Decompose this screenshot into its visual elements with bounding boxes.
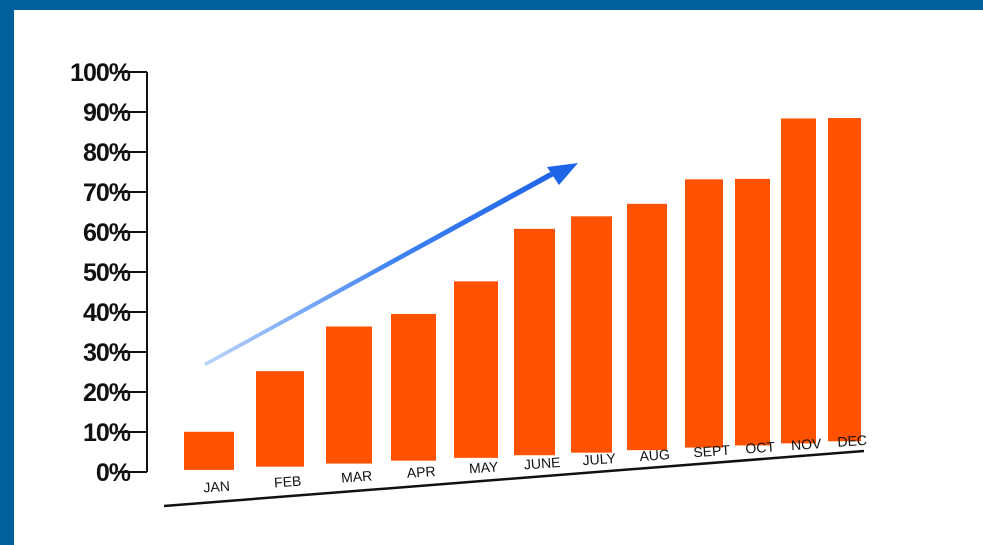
x-tick-label: JAN [203, 478, 231, 496]
bar-sept [685, 179, 723, 448]
y-tick-label: 100% [70, 59, 131, 87]
y-tick-label: 10% [83, 419, 131, 447]
x-tick-label: OCT [745, 438, 776, 456]
bar-feb [256, 371, 304, 467]
y-tick-label: 90% [83, 99, 131, 127]
bar-jan [184, 431, 234, 470]
trend-arrow-icon [204, 163, 578, 366]
bar-june [514, 228, 555, 456]
x-axis-labels: JAN FEB MAR APR MAY JUNE JULY AUG SEPT OCT NOV DEC [203, 432, 868, 496]
y-tick-label: 70% [83, 179, 131, 207]
x-tick-label: APR [406, 463, 436, 481]
y-axis-ticks: 0% 10% 20% 30% 40% 50% 60% 70% 80% 90% 100% [70, 59, 147, 487]
bar-may [454, 281, 498, 458]
chart-frame: 0% 10% 20% 30% 40% 50% 60% 70% 80% 90% 100% JAN FEB… [14, 10, 983, 545]
y-tick-label: 20% [83, 379, 131, 407]
bar-july [571, 216, 612, 453]
x-tick-label: MAY [468, 458, 499, 476]
x-axis-line [163, 449, 865, 508]
x-tick-label: JULY [582, 450, 617, 468]
x-tick-label: DEC [837, 432, 868, 450]
y-tick-label: 80% [83, 139, 131, 167]
bar-chart: 0% 10% 20% 30% 40% 50% 60% 70% 80% 90% 100% JAN FEB… [70, 59, 868, 508]
x-tick-label: FEB [274, 473, 302, 491]
y-tick-label: 40% [83, 299, 131, 327]
bar-nov [781, 118, 816, 444]
bar-dec [828, 118, 861, 442]
x-tick-label: MAR [341, 467, 373, 485]
x-tick-label: SEPT [693, 442, 731, 461]
x-tick-label: NOV [790, 435, 822, 453]
bars-group [184, 118, 861, 470]
bar-oct [735, 178, 770, 446]
bar-aug [627, 203, 667, 451]
y-tick-label: 0% [96, 459, 131, 487]
y-tick-label: 60% [83, 219, 131, 247]
bar-mar [326, 326, 372, 464]
y-tick-label: 30% [83, 339, 131, 367]
x-tick-label: AUG [639, 446, 670, 464]
x-tick-label: JUNE [523, 454, 561, 473]
y-tick-label: 50% [83, 259, 131, 287]
bar-apr [391, 313, 436, 461]
